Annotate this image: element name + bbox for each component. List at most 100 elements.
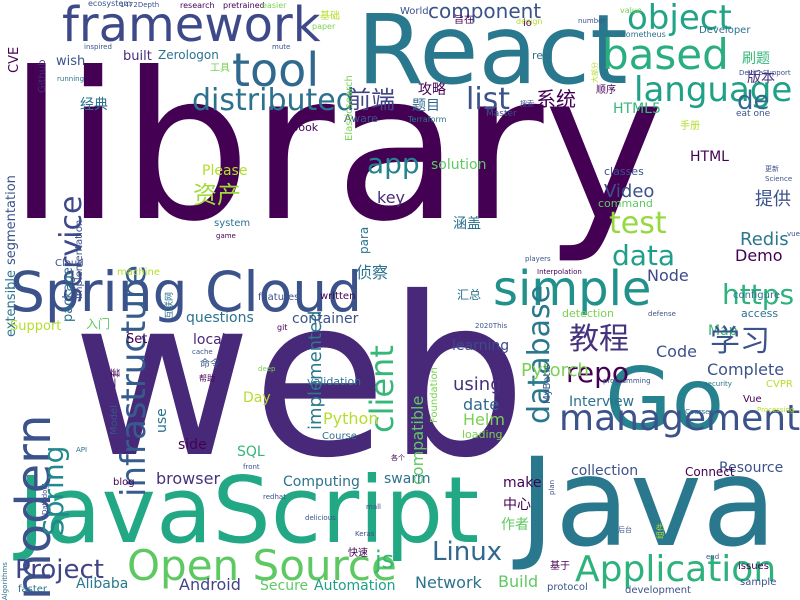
word: 资产 — [193, 181, 241, 209]
word: programming — [603, 377, 651, 385]
word: mall — [366, 503, 381, 511]
word: gitbook — [277, 121, 319, 134]
word: use — [154, 408, 170, 433]
word: Foundation — [429, 367, 440, 423]
word: 快速 — [348, 548, 368, 559]
word: pretrained — [223, 1, 265, 10]
word: CourseA — [685, 408, 715, 416]
word: redhat — [263, 493, 286, 501]
word: Processing — [757, 406, 795, 414]
word: eat one — [736, 109, 771, 119]
word: number — [578, 17, 606, 25]
word: 系统 — [536, 87, 576, 111]
word: local — [193, 332, 226, 348]
word: Day — [243, 390, 271, 406]
word: Interview — [569, 394, 635, 410]
word: classes — [604, 165, 644, 178]
word: 旨在 — [454, 15, 474, 26]
word: 题目 — [412, 98, 440, 114]
word: js — [375, 546, 395, 574]
word: loading — [462, 428, 503, 441]
word: Resource — [719, 460, 784, 476]
word: using — [453, 374, 502, 395]
word: detection — [562, 307, 614, 320]
word: Python — [323, 409, 379, 428]
word: component — [428, 0, 542, 23]
word: object — [627, 0, 732, 38]
word: 涵盖 — [453, 216, 481, 232]
word: Prometheus — [618, 30, 666, 39]
word: Map — [708, 323, 738, 339]
word: Keras — [355, 530, 375, 538]
word: simple — [493, 261, 652, 317]
word: git — [277, 323, 288, 332]
word: library — [8, 30, 665, 267]
word: key — [377, 188, 406, 207]
word: infrastructure — [114, 264, 154, 497]
word: 组件 — [656, 523, 665, 539]
word: Secure — [260, 578, 309, 594]
word: 工具 — [210, 63, 230, 74]
word: HTML — [690, 149, 729, 165]
word: distributed — [192, 83, 355, 118]
word: MyBatis — [542, 364, 553, 404]
word: 手册 — [680, 121, 700, 132]
word: 中心 — [503, 497, 531, 513]
word: plan — [548, 479, 556, 495]
word: 基础 — [320, 11, 340, 22]
word: solution — [431, 157, 487, 173]
word: Pytorch — [521, 360, 589, 381]
word: Alibaba — [76, 576, 129, 592]
word: 帮助 — [199, 374, 215, 383]
word: real — [532, 49, 553, 62]
word: Project — [15, 555, 104, 585]
word: Demo — [735, 246, 783, 265]
word: CVPR — [766, 379, 793, 390]
word: swarm — [384, 471, 431, 487]
word: 互联网 — [165, 291, 175, 319]
word: Developer — [699, 25, 751, 36]
word: test — [609, 206, 667, 241]
word: framework — [62, 0, 321, 53]
word: 后台 — [618, 526, 632, 534]
word: 版本 — [747, 70, 775, 86]
word: value — [620, 6, 642, 15]
word: web — [72, 250, 527, 506]
word: 各个 — [391, 454, 405, 462]
word: container — [292, 311, 359, 327]
word: running — [57, 75, 85, 83]
word: Code — [656, 342, 697, 361]
word: 基于 — [550, 561, 570, 572]
word: configure — [733, 290, 780, 301]
word: 侦察 — [356, 263, 389, 282]
word: DeviceSupport — [739, 69, 791, 77]
word: 刷题 — [742, 51, 770, 67]
word: Interpolation — [537, 268, 582, 276]
word: vue — [787, 230, 800, 238]
word: machine — [117, 267, 160, 278]
word: Complete — [707, 360, 785, 379]
word: io — [523, 18, 532, 29]
word: 汇总 — [457, 288, 482, 302]
word: Cloud — [55, 258, 84, 269]
word: 一套 — [111, 368, 122, 388]
word: Vue — [743, 394, 762, 405]
word: 更新 — [765, 165, 779, 173]
word: inspired — [84, 43, 112, 51]
word: app — [367, 147, 420, 180]
word: front — [243, 463, 260, 471]
word: Course — [322, 431, 357, 442]
word: segmentation — [4, 175, 19, 265]
word: Master — [486, 109, 517, 119]
word: Build — [498, 572, 539, 591]
word: 提供 — [755, 189, 791, 210]
word: 作者 — [501, 517, 529, 533]
word: Android — [179, 575, 241, 594]
word: 1472Depth — [120, 1, 160, 9]
word: management — [559, 398, 800, 439]
word: delicious — [305, 514, 336, 522]
word: make — [503, 475, 542, 491]
word: written — [320, 291, 356, 302]
word: Algorithms — [1, 562, 9, 600]
word: 2020This — [475, 322, 508, 330]
